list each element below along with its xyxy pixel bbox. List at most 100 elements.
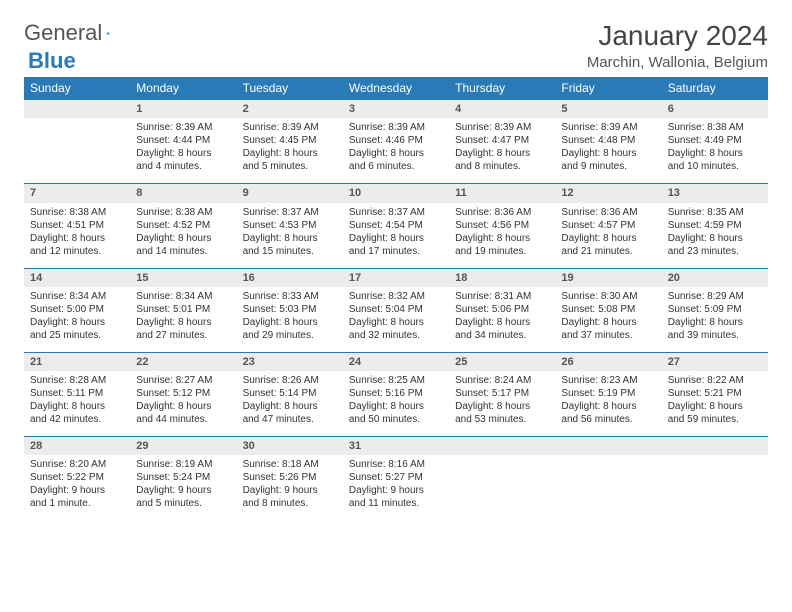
- daylight-text: Daylight: 9 hours and 5 minutes.: [136, 484, 230, 510]
- day-detail-cell: Sunrise: 8:31 AMSunset: 5:06 PMDaylight:…: [449, 287, 555, 353]
- day-detail-row: Sunrise: 8:28 AMSunset: 5:11 PMDaylight:…: [24, 371, 768, 437]
- day-number: 18: [455, 272, 467, 284]
- day-number-cell: 14: [24, 268, 130, 287]
- daylight-text: Daylight: 8 hours and 39 minutes.: [668, 316, 762, 342]
- title-block: January 2024 Marchin, Wallonia, Belgium: [587, 20, 768, 71]
- day-number: 5: [561, 103, 567, 115]
- sunrise-text: Sunrise: 8:37 AM: [243, 206, 337, 219]
- day-number-cell: 19: [555, 268, 661, 287]
- daylight-text: Daylight: 8 hours and 50 minutes.: [349, 400, 443, 426]
- sunrise-text: Sunrise: 8:36 AM: [561, 206, 655, 219]
- daylight-text: Daylight: 8 hours and 47 minutes.: [243, 400, 337, 426]
- day-number-cell: [662, 437, 768, 456]
- daylight-text: Daylight: 8 hours and 32 minutes.: [349, 316, 443, 342]
- sunrise-text: Sunrise: 8:18 AM: [243, 458, 337, 471]
- sunrise-text: Sunrise: 8:32 AM: [349, 290, 443, 303]
- sunset-text: Sunset: 5:00 PM: [30, 303, 124, 316]
- sunset-text: Sunset: 4:46 PM: [349, 134, 443, 147]
- day-number-cell: [449, 437, 555, 456]
- day-number: 21: [30, 356, 42, 368]
- sunrise-text: Sunrise: 8:26 AM: [243, 374, 337, 387]
- day-number-row: 21222324252627: [24, 352, 768, 371]
- day-number-row: 78910111213: [24, 184, 768, 203]
- daylight-text: Daylight: 9 hours and 1 minute.: [30, 484, 124, 510]
- day-number-cell: 27: [662, 352, 768, 371]
- sunset-text: Sunset: 4:52 PM: [136, 219, 230, 232]
- day-detail-cell: [24, 118, 130, 184]
- day-number-cell: 12: [555, 184, 661, 203]
- day-detail-cell: Sunrise: 8:39 AMSunset: 4:44 PMDaylight:…: [130, 118, 236, 184]
- sunset-text: Sunset: 4:44 PM: [136, 134, 230, 147]
- daylight-text: Daylight: 8 hours and 10 minutes.: [668, 147, 762, 173]
- day-number-row: 1 2 3 4 5 6: [24, 100, 768, 119]
- sunrise-text: Sunrise: 8:23 AM: [561, 374, 655, 387]
- day-number-cell: 22: [130, 352, 236, 371]
- day-detail-cell: Sunrise: 8:39 AMSunset: 4:45 PMDaylight:…: [237, 118, 343, 184]
- logo-text-2: Blue: [28, 48, 76, 74]
- day-detail-cell: Sunrise: 8:39 AMSunset: 4:47 PMDaylight:…: [449, 118, 555, 184]
- weekday-header: Monday: [130, 77, 236, 100]
- day-detail-cell: Sunrise: 8:22 AMSunset: 5:21 PMDaylight:…: [662, 371, 768, 437]
- day-number: 16: [243, 272, 255, 284]
- day-number: 29: [136, 440, 148, 452]
- sunset-text: Sunset: 5:03 PM: [243, 303, 337, 316]
- day-number: 2: [243, 103, 249, 115]
- day-number: 4: [455, 103, 461, 115]
- sunset-text: Sunset: 5:09 PM: [668, 303, 762, 316]
- day-number: 3: [349, 103, 355, 115]
- day-detail-row: Sunrise: 8:39 AMSunset: 4:44 PMDaylight:…: [24, 118, 768, 184]
- sunset-text: Sunset: 5:22 PM: [30, 471, 124, 484]
- day-number: 10: [349, 187, 361, 199]
- sunrise-text: Sunrise: 8:29 AM: [668, 290, 762, 303]
- day-number-row: 14151617181920: [24, 268, 768, 287]
- day-number: 30: [243, 440, 255, 452]
- day-number-cell: 9: [237, 184, 343, 203]
- day-number-cell: [555, 437, 661, 456]
- day-detail-cell: Sunrise: 8:26 AMSunset: 5:14 PMDaylight:…: [237, 371, 343, 437]
- day-number: 15: [136, 272, 148, 284]
- day-detail-row: Sunrise: 8:34 AMSunset: 5:00 PM Daylight:…: [24, 287, 768, 353]
- day-number-cell: 6: [662, 100, 768, 119]
- sunrise-text: Sunrise: 8:39 AM: [349, 121, 443, 134]
- daylight-text: Daylight: 8 hours and 37 minutes.: [561, 316, 655, 342]
- sunset-text: Sunset: 5:16 PM: [349, 387, 443, 400]
- day-detail-cell: [662, 455, 768, 520]
- day-number: 8: [136, 187, 142, 199]
- day-number-cell: 28: [24, 437, 130, 456]
- day-detail-cell: Sunrise: 8:39 AMSunset: 4:46 PMDaylight:…: [343, 118, 449, 184]
- sunrise-text: Sunrise: 8:39 AM: [561, 121, 655, 134]
- daylight-text: Daylight: 8 hours and 19 minutes.: [455, 232, 549, 258]
- sunrise-text: Sunrise: 8:34 AM: [30, 290, 124, 303]
- sunrise-text: Sunrise: 8:30 AM: [561, 290, 655, 303]
- sunrise-text: Sunrise: 8:22 AM: [668, 374, 762, 387]
- day-number-cell: 4: [449, 100, 555, 119]
- sunrise-text: Sunrise: 8:20 AM: [30, 458, 124, 471]
- day-detail-cell: Sunrise: 8:19 AMSunset: 5:24 PMDaylight:…: [130, 455, 236, 520]
- day-detail-cell: Sunrise: 8:20 AMSunset: 5:22 PMDaylight:…: [24, 455, 130, 520]
- daylight-text: Daylight: 8 hours and 15 minutes.: [243, 232, 337, 258]
- logo: General: [24, 20, 132, 46]
- day-number: 27: [668, 356, 680, 368]
- day-number-cell: 26: [555, 352, 661, 371]
- calendar-table: Sunday Monday Tuesday Wednesday Thursday…: [24, 77, 768, 520]
- day-number: 7: [30, 187, 36, 199]
- sunrise-text: Sunrise: 8:39 AM: [243, 121, 337, 134]
- day-number: 1: [136, 103, 142, 115]
- weekday-header: Saturday: [662, 77, 768, 100]
- day-number-cell: 11: [449, 184, 555, 203]
- day-number-cell: 18: [449, 268, 555, 287]
- daylight-text: Daylight: 8 hours and 21 minutes.: [561, 232, 655, 258]
- day-number-cell: 21: [24, 352, 130, 371]
- sunset-text: Sunset: 5:01 PM: [136, 303, 230, 316]
- sunset-text: Sunset: 5:17 PM: [455, 387, 549, 400]
- daylight-text: Daylight: 8 hours and 6 minutes.: [349, 147, 443, 173]
- day-number-cell: 30: [237, 437, 343, 456]
- day-number-cell: 5: [555, 100, 661, 119]
- day-detail-cell: Sunrise: 8:30 AMSunset: 5:08 PMDaylight:…: [555, 287, 661, 353]
- sunset-text: Sunset: 4:51 PM: [30, 219, 124, 232]
- sunrise-text: Sunrise: 8:39 AM: [136, 121, 230, 134]
- day-number-cell: [24, 100, 130, 119]
- weekday-header: Thursday: [449, 77, 555, 100]
- day-number-cell: 29: [130, 437, 236, 456]
- day-detail-cell: [449, 455, 555, 520]
